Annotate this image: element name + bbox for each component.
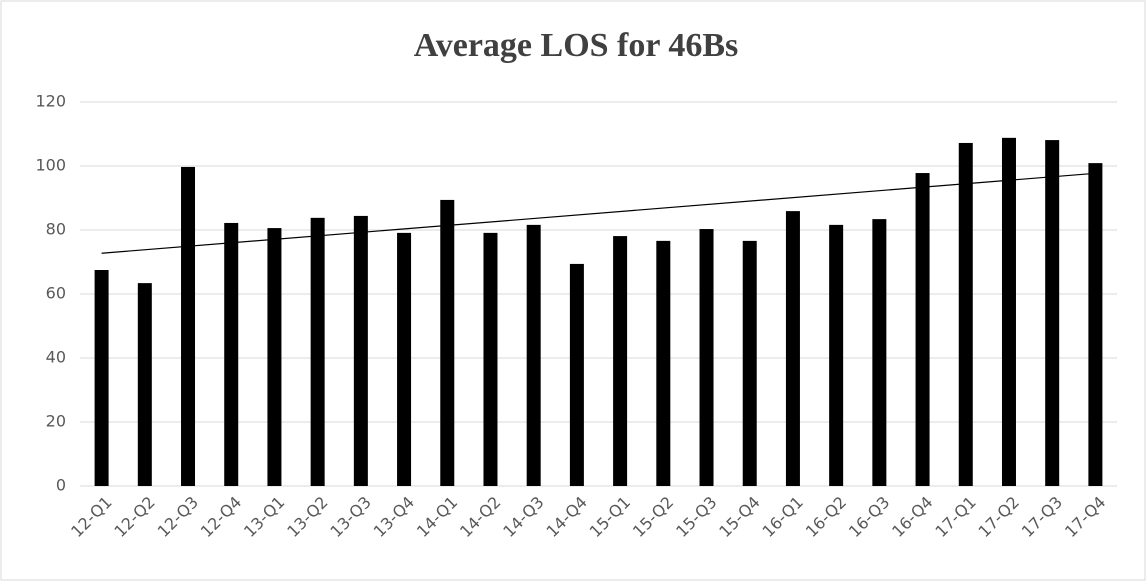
bar [915, 173, 930, 487]
bar [1088, 163, 1103, 486]
bar [656, 240, 671, 486]
bar [310, 217, 325, 486]
bar [224, 222, 239, 486]
bar [397, 232, 412, 486]
y-tick-label: 20 [46, 412, 66, 431]
bar [1001, 137, 1016, 486]
bar [872, 219, 887, 486]
y-tick-label: 60 [46, 284, 66, 303]
bar [181, 166, 196, 486]
bar [94, 270, 109, 486]
y-tick-label: 0 [56, 476, 66, 495]
bar [829, 224, 844, 486]
bar [1045, 140, 1060, 486]
bar [267, 228, 282, 486]
chart-title: Average LOS for 46Bs [414, 27, 739, 64]
bar [613, 236, 628, 486]
bar [137, 283, 152, 486]
y-tick-label: 120 [35, 92, 66, 111]
bar [483, 232, 498, 486]
y-tick-label: 80 [46, 220, 66, 239]
bar [958, 142, 973, 486]
bar [785, 211, 800, 486]
trendline [101, 172, 1096, 254]
bar [569, 263, 584, 486]
bar [440, 199, 455, 487]
bar [353, 215, 368, 487]
bar [699, 229, 714, 487]
y-tick-label: 100 [35, 156, 66, 175]
y-tick-label: 40 [46, 348, 66, 367]
bar [526, 224, 541, 486]
bar [742, 240, 757, 486]
